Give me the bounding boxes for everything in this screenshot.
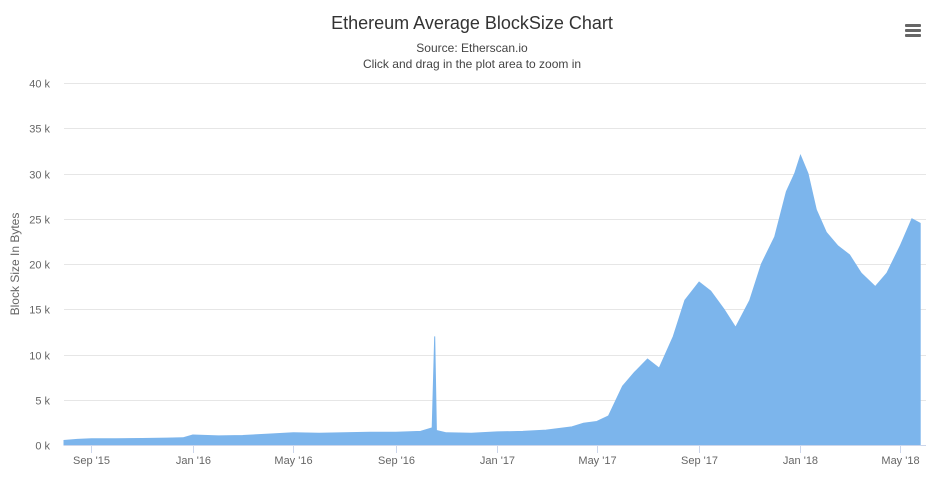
x-axis: Sep '15 Jan '16 May '16 Sep '16 Jan '17 May '… [64,445,926,467]
y-tick-label: 35 k [29,124,50,136]
hamburger-menu-icon[interactable] [901,20,925,42]
x-tick-label: May '17 [578,455,616,467]
menu-line [905,29,921,32]
chart-subtitle: Source: Etherscan.io [416,41,528,55]
x-tick-label: May '18 [881,455,919,467]
y-tick-label: 0 k [35,441,50,453]
x-tick-label: May '16 [274,455,312,467]
menu-line [905,24,921,27]
y-tick-label: 20 k [29,260,50,272]
x-tick-label: Jan '18 [783,455,818,467]
x-tick-label: Jan '16 [176,455,211,467]
y-tick-label: 10 k [29,351,50,363]
y-tick-label: 40 k [29,79,50,91]
zoom-instruction: Click and drag in the plot area to zoom … [362,57,582,71]
y-tick-label: 30 k [29,170,50,182]
y-tick-label: 15 k [29,305,50,317]
chart-title: Ethereum Average BlockSize Chart [331,13,613,33]
menu-line [905,34,921,37]
y-axis: 0 k 5 k 10 k 15 k 20 k 25 k 30 k 35 k 40 k [29,79,50,453]
y-tick-label: 5 k [35,396,50,408]
series-area [63,153,921,446]
y-tick-label: 25 k [29,215,50,227]
x-tick-label: Sep '16 [378,455,415,467]
y-axis-label: Block Size In Bytes [8,213,22,316]
x-tick-label: Sep '15 [73,455,110,467]
x-tick-label: Sep '17 [681,455,718,467]
series-area-path[interactable] [63,153,921,446]
x-tick-label: Jan '17 [480,455,515,467]
